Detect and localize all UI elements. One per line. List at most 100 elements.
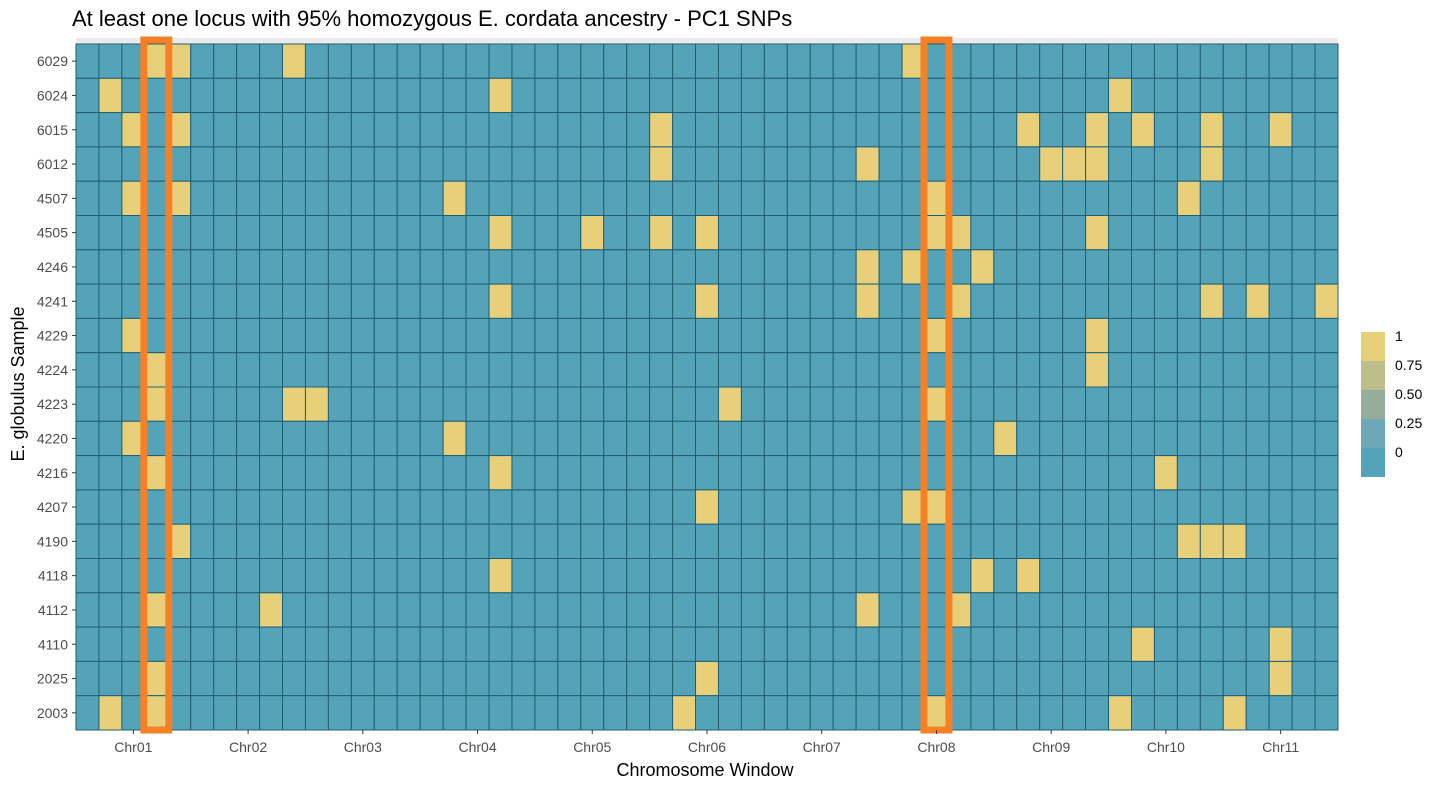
heatmap-cell	[1314, 626, 1339, 662]
heatmap-cell	[534, 283, 559, 319]
heatmap-cell	[1085, 352, 1110, 388]
heatmap-cell	[1176, 695, 1201, 731]
y-tick-label: 4229	[37, 328, 68, 344]
heatmap-cell	[442, 386, 467, 422]
heatmap-cell	[695, 592, 719, 628]
heatmap-cell	[672, 112, 697, 148]
heatmap-cell	[855, 695, 880, 731]
heatmap-cell	[282, 352, 306, 388]
heatmap-cell	[282, 592, 306, 628]
heatmap-cell	[993, 77, 1018, 114]
chart-title: At least one locus with 95% homozygous E…	[72, 6, 792, 31]
heatmap-cell	[626, 283, 651, 319]
heatmap-cell	[465, 352, 490, 388]
heatmap-cell	[511, 43, 536, 79]
heatmap-cell	[672, 523, 697, 560]
heatmap-cell	[1222, 215, 1247, 251]
heatmap-cell	[1291, 660, 1316, 697]
y-axis-ticks: 6029 6024 6015 6012 4507 4505 4246 4241 4229 4224…	[37, 53, 76, 721]
heatmap-cell	[282, 626, 306, 662]
heatmap-cell	[717, 626, 742, 662]
heatmap-cell	[1268, 523, 1293, 560]
heatmap-cell	[534, 626, 559, 662]
heatmap-cell	[580, 489, 605, 525]
heatmap-cell	[144, 558, 169, 594]
heatmap-cell	[1108, 283, 1133, 319]
heatmap-cell	[488, 592, 513, 628]
heatmap-cell	[236, 112, 261, 148]
heatmap-cell	[236, 146, 261, 182]
heatmap-cell	[442, 660, 467, 697]
heatmap-cell	[98, 249, 123, 285]
heatmap-cell	[603, 420, 628, 457]
heatmap-cell	[832, 626, 857, 662]
heatmap-cell	[1199, 317, 1224, 354]
heatmap-cell	[396, 489, 421, 525]
heatmap-cell	[213, 558, 238, 594]
heatmap-cell	[1268, 352, 1293, 388]
heatmap-cell	[534, 77, 559, 114]
heatmap-cell	[626, 249, 651, 285]
heatmap-cell	[1222, 180, 1247, 216]
heatmap-cell	[442, 249, 467, 285]
heatmap-cell	[924, 317, 949, 354]
heatmap-cell	[1062, 489, 1087, 525]
heatmap-cell	[740, 215, 765, 251]
heatmap-cell	[1199, 352, 1224, 388]
heatmap-cell	[717, 558, 742, 594]
heatmap-cell	[327, 43, 352, 79]
heatmap-cell	[557, 146, 582, 182]
heatmap-cell	[1314, 249, 1339, 285]
heatmap-cell	[1039, 180, 1064, 216]
y-tick-label: 4224	[37, 362, 68, 378]
heatmap-cell	[373, 112, 398, 148]
heatmap-cell	[649, 558, 674, 594]
heatmap-cell	[649, 695, 674, 731]
heatmap-cell	[878, 180, 903, 216]
heatmap-cell	[373, 558, 398, 594]
heatmap-cell	[740, 352, 765, 388]
heatmap-cell	[236, 592, 261, 628]
heatmap-cell	[993, 112, 1018, 148]
heatmap-cell	[832, 558, 857, 594]
heatmap-cell	[855, 112, 880, 148]
heatmap-cell	[1268, 660, 1293, 697]
heatmap-cell	[75, 695, 100, 731]
heatmap-cell	[1222, 695, 1247, 731]
heatmap-cell	[855, 386, 880, 422]
heatmap-cell	[190, 420, 215, 457]
heatmap-cell	[511, 283, 536, 319]
heatmap-cell	[465, 695, 490, 731]
heatmap-cell	[1222, 43, 1247, 79]
heatmap-cell	[511, 489, 536, 525]
heatmap-cell	[350, 695, 375, 731]
heatmap-cell	[1199, 283, 1224, 319]
heatmap-cell	[1245, 249, 1270, 285]
heatmap-cell	[557, 660, 582, 697]
heatmap-cell	[1108, 626, 1133, 662]
heatmap-cell	[304, 249, 329, 285]
y-tick-label: 2003	[37, 705, 68, 721]
heatmap-cell	[1108, 455, 1133, 491]
heatmap-cell	[993, 43, 1018, 79]
heatmap-cell	[1291, 420, 1316, 457]
legend-swatch	[1361, 332, 1385, 361]
heatmap-cell	[970, 420, 995, 457]
heatmap-cell	[304, 317, 329, 354]
heatmap-cell	[855, 43, 880, 79]
heatmap-cell	[1176, 249, 1201, 285]
heatmap-cell	[511, 523, 536, 560]
heatmap-cell	[419, 180, 444, 216]
heatmap-cell	[488, 386, 513, 422]
heatmap-cell	[488, 660, 513, 697]
heatmap-cell	[98, 352, 123, 388]
heatmap-cell	[1085, 386, 1110, 422]
heatmap-cell	[488, 283, 513, 319]
heatmap-cell	[557, 352, 582, 388]
heatmap-cell	[304, 352, 329, 388]
heatmap-cell	[1245, 695, 1270, 731]
y-axis-title: E. globulus Sample	[8, 306, 28, 461]
heatmap-cell	[786, 77, 811, 114]
legend-label: 0.25	[1395, 415, 1422, 431]
heatmap-cell	[373, 146, 398, 182]
